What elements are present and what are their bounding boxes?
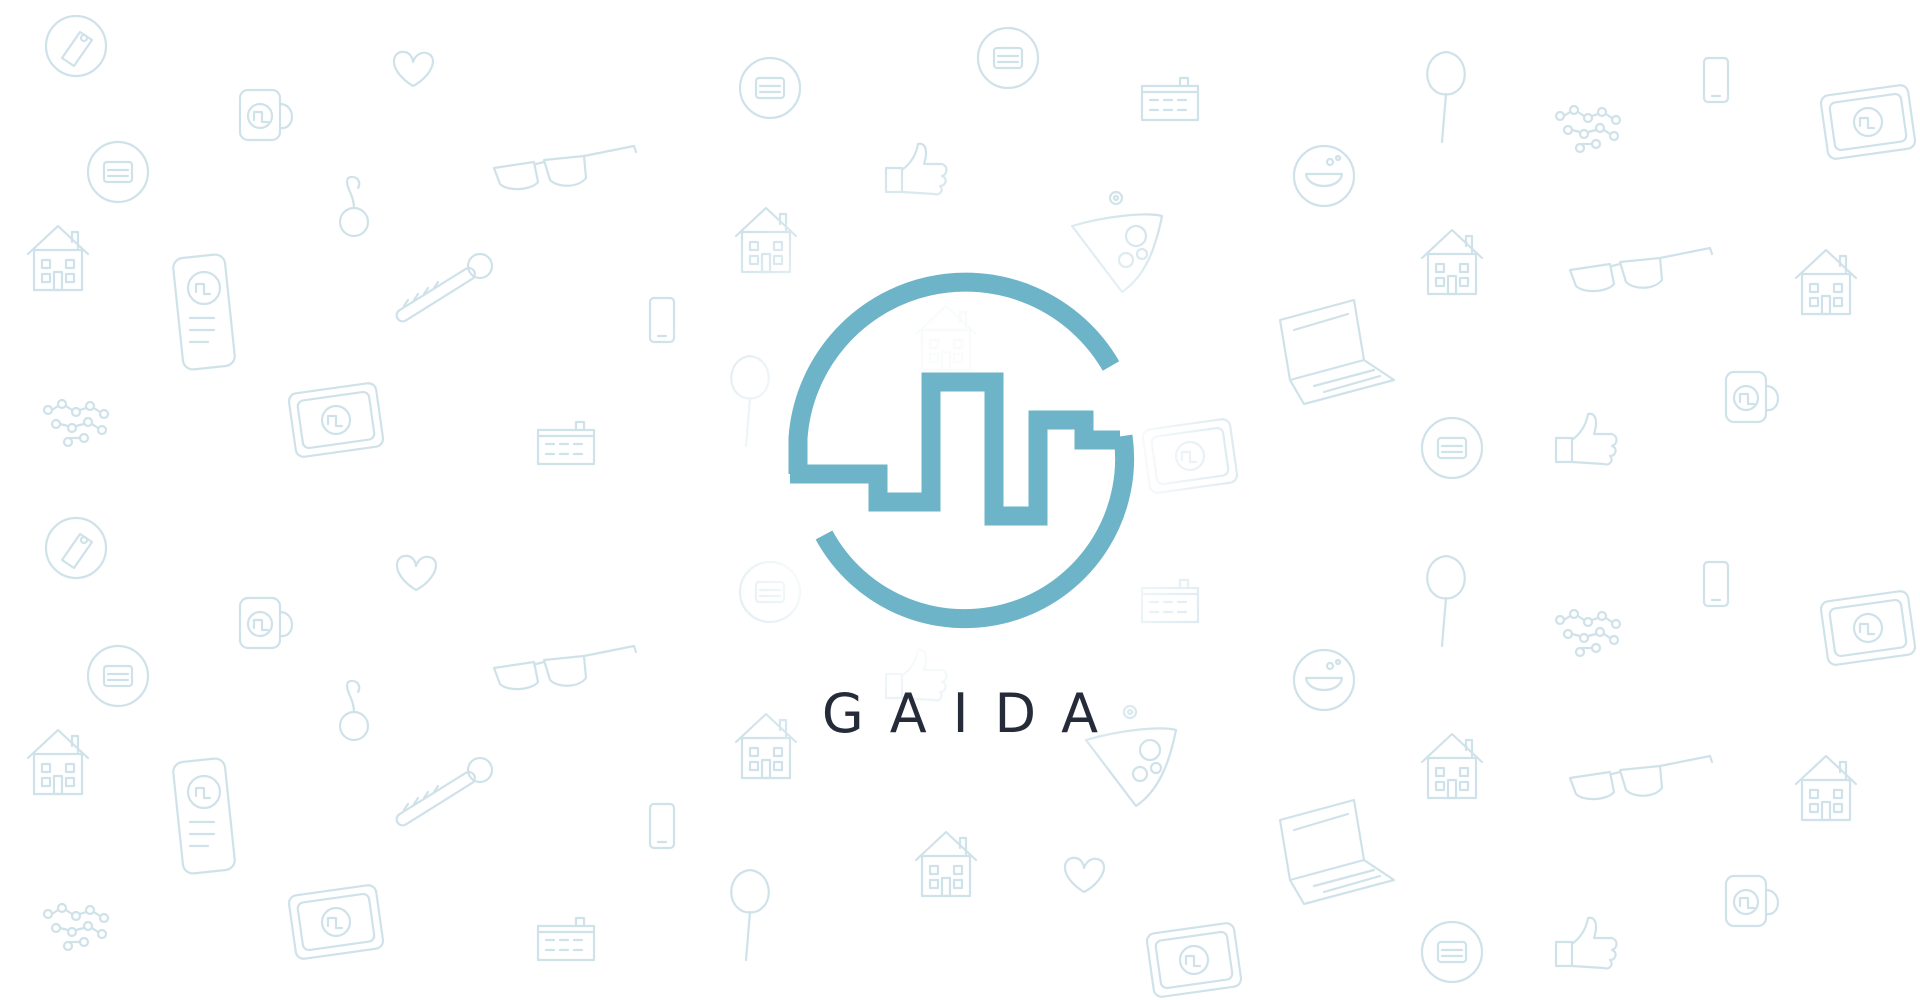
smartphone-icon bbox=[648, 296, 676, 344]
laptop-icon bbox=[1278, 298, 1396, 406]
logo-upper-arc bbox=[788, 272, 1120, 474]
mug-icon bbox=[1724, 874, 1780, 928]
heart-icon bbox=[395, 554, 438, 592]
house-icon bbox=[1794, 754, 1858, 822]
card-icon bbox=[1140, 417, 1240, 495]
bowl-icon bbox=[1292, 648, 1356, 712]
tree-icon bbox=[730, 354, 770, 448]
laptop-icon bbox=[1278, 798, 1396, 906]
cherry-icon bbox=[338, 679, 370, 742]
molecule-icon bbox=[42, 902, 110, 952]
tag-icon bbox=[44, 516, 108, 580]
brand-wordmark: GAIDA bbox=[821, 682, 1125, 745]
house-icon bbox=[26, 224, 90, 292]
logo-lower-arc bbox=[815, 434, 1135, 629]
badge-icon bbox=[738, 56, 802, 120]
building-icon bbox=[1140, 76, 1200, 122]
sunglasses-icon bbox=[492, 644, 638, 691]
badge-icon bbox=[86, 644, 150, 708]
card-icon bbox=[1818, 83, 1918, 161]
smartphone-icon bbox=[648, 802, 676, 850]
whistle-icon bbox=[393, 756, 494, 829]
heart-icon bbox=[1063, 856, 1106, 894]
thumbs-up-icon bbox=[1554, 412, 1618, 466]
mug-icon bbox=[1724, 370, 1780, 424]
sunglasses-icon bbox=[1568, 246, 1714, 293]
molecule-icon bbox=[1554, 104, 1622, 154]
badge-icon bbox=[1420, 416, 1484, 480]
phone-app-icon bbox=[171, 756, 237, 876]
smartphone-icon bbox=[1702, 560, 1730, 608]
mug-icon bbox=[238, 596, 294, 650]
tree-icon bbox=[1426, 554, 1466, 648]
house-icon bbox=[26, 728, 90, 796]
building-icon bbox=[536, 420, 596, 466]
house-icon bbox=[1420, 732, 1484, 800]
molecule-icon bbox=[1554, 608, 1622, 658]
sunglasses-icon bbox=[492, 144, 638, 191]
logo-skyline-line bbox=[790, 372, 1120, 526]
badge-icon bbox=[1420, 920, 1484, 984]
house-icon bbox=[1794, 248, 1858, 316]
card-icon bbox=[1818, 589, 1918, 667]
mug-icon bbox=[238, 88, 294, 142]
house-icon bbox=[914, 830, 978, 898]
sunglasses-icon bbox=[1568, 754, 1714, 801]
tree-icon bbox=[730, 868, 770, 962]
thumbs-up-icon bbox=[884, 142, 948, 196]
thumbs-up-icon bbox=[1554, 916, 1618, 970]
molecule-icon bbox=[42, 398, 110, 448]
bowl-icon bbox=[1292, 144, 1356, 208]
heart-icon bbox=[392, 50, 435, 88]
building-icon bbox=[1140, 578, 1200, 624]
tag-icon bbox=[44, 14, 108, 78]
tree-icon bbox=[1426, 50, 1466, 144]
card-icon bbox=[286, 381, 386, 459]
cherry-icon bbox=[338, 175, 370, 238]
card-icon bbox=[286, 883, 386, 961]
card-icon bbox=[1144, 921, 1244, 999]
house-icon bbox=[1420, 228, 1484, 296]
badge-icon bbox=[86, 140, 150, 204]
phone-app-icon bbox=[171, 252, 237, 372]
badge-icon bbox=[976, 26, 1040, 90]
gaida-logo-icon bbox=[788, 272, 1135, 629]
building-icon bbox=[536, 916, 596, 962]
whistle-icon bbox=[393, 252, 494, 325]
smartphone-icon bbox=[1702, 56, 1730, 104]
